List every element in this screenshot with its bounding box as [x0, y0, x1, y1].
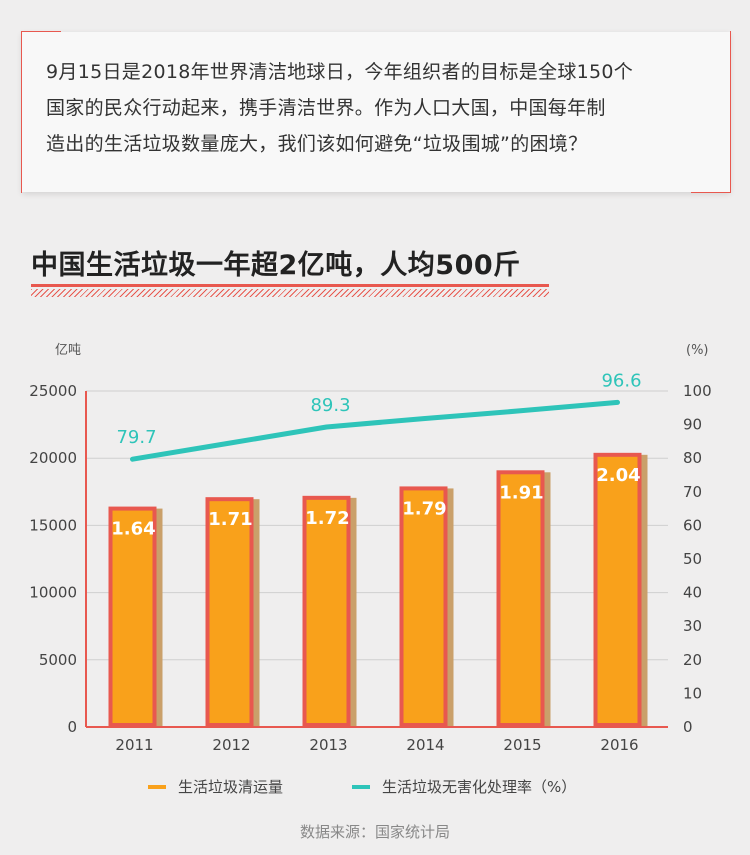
legend-label-line: 生活垃圾无害化处理率（%）	[382, 778, 577, 796]
bar-value-label: 1.64	[111, 519, 155, 540]
y-left-tick-label: 10000	[29, 584, 77, 602]
legend: 生活垃圾清运量 生活垃圾无害化处理率（%）	[0, 776, 750, 796]
headline-hatch	[31, 289, 549, 297]
headline-underline	[31, 284, 549, 287]
corner-mark	[21, 31, 22, 193]
line-value-label: 96.6	[601, 370, 641, 391]
intro-text: 9月15日是2018年世界清洁地球日，今年组织者的目标是全球150个 国家的民众…	[46, 54, 706, 162]
bar	[399, 486, 448, 727]
y-right-tick-label: 30	[683, 617, 702, 635]
y-right-tick-label: 50	[683, 550, 702, 568]
intro-box: 9月15日是2018年世界清洁地球日，今年组织者的目标是全球150个 国家的民众…	[21, 31, 731, 193]
chart-headline: 中国生活垃圾一年超2亿吨，人均500斤	[31, 250, 521, 281]
y-left-tick-label: 5000	[39, 651, 77, 669]
bar-value-label: 1.71	[208, 509, 252, 530]
corner-mark	[730, 31, 731, 193]
grid	[86, 390, 668, 661]
y-left-tick-label: 20000	[29, 449, 77, 467]
x-tick-label: 2013	[309, 736, 347, 754]
y-right-tick-label: 40	[683, 584, 702, 602]
legend-item-line: 生活垃圾无害化处理率（%）	[352, 776, 576, 797]
bar	[593, 452, 642, 727]
x-tick-label: 2011	[115, 736, 153, 754]
bar	[496, 470, 545, 727]
y-right-tick-label: 0	[683, 718, 693, 736]
legend-label-bar: 生活垃圾清运量	[178, 778, 284, 796]
chart: 1.64 1.71 1.72 1.79 1.91 2.04 79.7 89.3 96.6 0 5…	[29, 343, 711, 754]
line-value-label: 79.7	[116, 427, 156, 448]
y-left-tick-label: 25000	[29, 382, 77, 400]
y-right-unit-label: (%)	[686, 343, 709, 358]
axes: 0 5000 10000 15000 20000 25000 0 10 20 30 40 50 60 70…	[29, 343, 711, 754]
y-right-tick-label: 10	[683, 684, 702, 702]
x-tick-label: 2014	[406, 736, 444, 754]
legend-swatch-line	[352, 784, 370, 789]
bar-value-label: 1.91	[499, 482, 543, 503]
source-note: 数据来源：国家统计局	[299, 823, 450, 841]
y-right-tick-label: 100	[683, 382, 712, 400]
corner-mark	[691, 192, 731, 193]
y-right-tick-label: 60	[683, 516, 702, 534]
bar-value-label: 1.72	[305, 508, 349, 529]
legend-item-bar: 生活垃圾清运量	[148, 776, 283, 797]
y-right-tick-label: 90	[683, 416, 702, 434]
bars: 1.64 1.71 1.72 1.79 1.91 2.04	[108, 452, 648, 727]
legend-swatch-bar	[148, 784, 166, 789]
bar	[302, 495, 351, 727]
y-left-unit-label: 亿吨	[55, 343, 81, 358]
y-right-tick-label: 20	[683, 651, 702, 669]
intro-line: 国家的民众行动起来，携手清洁世界。作为人口大国，中国每年制	[46, 97, 606, 119]
bar	[108, 506, 157, 727]
intro-line: 9月15日是2018年世界清洁地球日，今年组织者的目标是全球150个	[46, 61, 634, 83]
y-left-tick-label: 0	[67, 718, 77, 736]
line-value-label: 89.3	[310, 395, 350, 416]
x-tick-label: 2016	[600, 736, 638, 754]
bar-value-label: 2.04	[596, 465, 640, 486]
y-left-tick-label: 15000	[29, 516, 77, 534]
x-tick-label: 2012	[212, 736, 250, 754]
bar	[205, 497, 254, 727]
x-tick-label: 2015	[503, 736, 541, 754]
intro-line: 造出的生活垃圾数量庞大，我们该如何避免“垃圾围城”的困境？	[46, 133, 588, 155]
y-right-tick-label: 80	[683, 449, 702, 467]
bar-value-label: 1.79	[402, 498, 446, 519]
line-path	[130, 399, 620, 462]
y-right-tick-label: 70	[683, 483, 702, 501]
line-series: 79.7 89.3 96.6	[116, 370, 642, 462]
corner-mark	[21, 31, 61, 32]
